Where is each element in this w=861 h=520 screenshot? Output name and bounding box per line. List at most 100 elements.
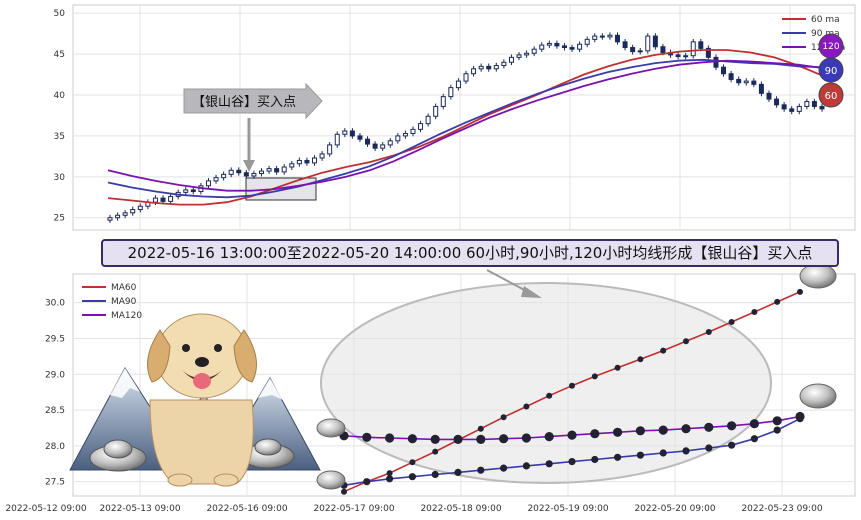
candle-76 [683, 52, 689, 60]
bottom-point-MA60-10 [569, 382, 575, 389]
candle-31 [342, 128, 348, 138]
bottom-point-MA90-1 [363, 478, 371, 486]
silver-ingot-left [89, 439, 147, 472]
candle-82 [728, 70, 734, 83]
bottom-point-MA90-13 [636, 451, 645, 459]
legend-label-60ma: 60 ma [811, 15, 840, 25]
candle-57 [539, 42, 545, 53]
bottom-point-MA120-8 [521, 433, 532, 443]
candle-16 [228, 167, 234, 178]
bottom-point-MA120-11 [590, 429, 600, 439]
candle-28 [319, 151, 325, 161]
top-plot-area [72, 4, 856, 231]
bottom-point-MA120-13 [635, 426, 646, 436]
bottom-ytick-label-2: 28.5 [45, 406, 65, 416]
candle-68 [622, 38, 628, 51]
callout-label: 【银山谷】买入点 [192, 95, 296, 110]
top-gridlines [73, 5, 855, 230]
ma-badges: 120 90 60 [818, 33, 844, 108]
candle-49 [478, 63, 484, 72]
bottom-point-MA60-14 [660, 347, 667, 354]
candle-60 [561, 43, 567, 51]
candle-53 [508, 54, 514, 66]
bottom-xtick-label-4: 2022-05-18 09:00 [420, 504, 501, 514]
bottom-point-MA60-18 [751, 309, 758, 315]
candle-33 [357, 133, 363, 143]
top-ytick-label-0: 25 [54, 214, 65, 224]
bottom-point-MA60-2 [386, 470, 393, 477]
bottom-moving-average-lines [339, 288, 805, 495]
legend-label-ma120: MA120 [111, 311, 142, 321]
signal-banner: 2022-05-16 13:00:00至2022-05-20 14:00:00 … [101, 239, 839, 267]
bottom-point-MA90-9 [545, 460, 553, 468]
candle-70 [637, 47, 643, 55]
bottom-point-MA60-6 [477, 425, 484, 432]
candle-90 [789, 106, 795, 115]
bottom-xtick-label-2: 2022-05-16 09:00 [206, 504, 287, 514]
candle-78 [698, 38, 704, 52]
top-line-120-ma [107, 59, 823, 192]
top-line-60-ma [107, 49, 823, 206]
candle-36 [380, 142, 386, 152]
candle-92 [804, 98, 810, 110]
candle-54 [516, 52, 522, 61]
candle-58 [546, 40, 552, 48]
top-ytick-label-1: 30 [54, 173, 66, 183]
bottom-point-MA60-12 [614, 364, 621, 371]
candle-94 [819, 103, 825, 112]
banner-pointer-line [486, 269, 531, 294]
candle-89 [781, 101, 787, 112]
bottom-ytick-label-1: 28.0 [45, 442, 65, 452]
candle-17 [236, 167, 242, 176]
candle-66 [607, 32, 613, 40]
candle-86 [758, 81, 764, 97]
candle-29 [327, 142, 333, 157]
candle-91 [796, 103, 802, 115]
candlesticks [107, 32, 825, 224]
top-moving-average-lines [107, 49, 823, 206]
bottom-point-MA90-6 [477, 466, 485, 474]
bottom-xtick-label-3: 2022-05-17 09:00 [313, 504, 394, 514]
bottom-point-MA120-1 [362, 432, 372, 442]
bottom-point-MA120-19 [772, 416, 782, 426]
bottom-point-MA120-14 [658, 425, 668, 435]
candle-55 [524, 50, 530, 58]
bottom-point-MA90-11 [591, 455, 599, 464]
candle-75 [675, 52, 681, 60]
candle-18 [243, 169, 249, 179]
candle-15 [221, 171, 227, 181]
bottom-ytick-label-5: 30.0 [45, 299, 65, 309]
bottom-point-MA90-18 [750, 435, 759, 443]
ingot-marker-start-upper [316, 418, 346, 438]
candle-83 [736, 76, 742, 86]
candle-48 [471, 65, 477, 77]
candle-56 [531, 46, 537, 57]
candle-64 [592, 33, 598, 43]
banner-pointer-head [521, 286, 542, 298]
candle-69 [630, 44, 636, 55]
bottom-point-MA90-10 [568, 458, 576, 466]
bottom-xtick-label-1: 2022-05-13 09:00 [99, 504, 180, 514]
candle-85 [751, 78, 757, 88]
candle-43 [433, 103, 439, 120]
bottom-point-MA90-4 [431, 470, 439, 479]
bottom-point-MA90-14 [659, 449, 667, 457]
bottom-point-MA90-2 [386, 475, 394, 483]
bottom-ytick-label-0: 27.5 [45, 478, 65, 488]
candle-72 [652, 33, 658, 50]
puppy-illustration [147, 313, 257, 487]
candle-26 [304, 157, 310, 166]
callout-arrow-shape [183, 82, 323, 120]
candle-77 [690, 38, 696, 59]
bottom-point-MA120-9 [544, 432, 554, 442]
bottom-point-MA120-16 [704, 422, 714, 432]
candle-46 [455, 78, 461, 91]
candle-10 [183, 187, 189, 196]
candle-71 [645, 33, 651, 54]
bottom-point-MA90-19 [773, 426, 781, 434]
badge-120-label: 120 [822, 42, 839, 52]
bottom-point-MA90-16 [705, 444, 713, 452]
candle-45 [448, 84, 454, 100]
top-ytick-label-4: 45 [54, 50, 65, 60]
ingot-marker-end-upper [799, 263, 837, 289]
